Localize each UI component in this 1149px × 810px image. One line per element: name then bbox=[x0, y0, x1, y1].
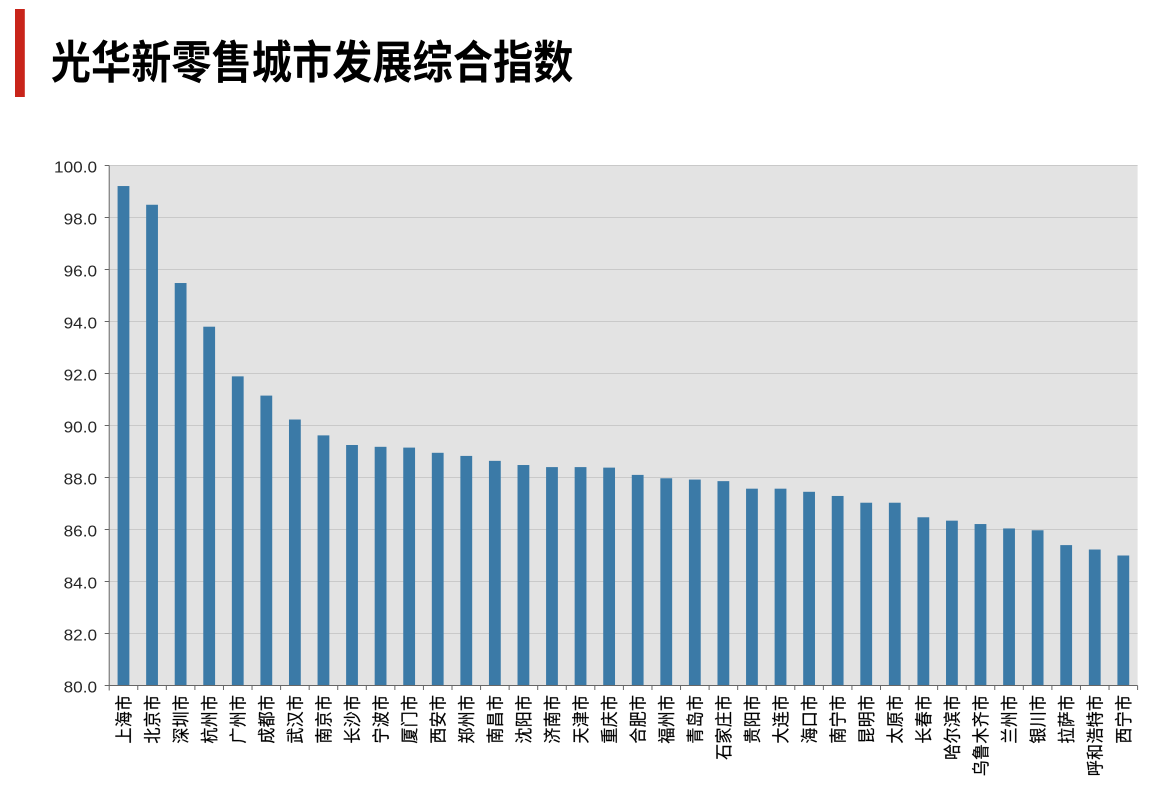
svg-text:94.0: 94.0 bbox=[64, 314, 97, 332]
svg-text:90.0: 90.0 bbox=[64, 418, 97, 436]
svg-text:86.0: 86.0 bbox=[64, 522, 97, 540]
svg-text:92.0: 92.0 bbox=[64, 366, 97, 384]
svg-text:100.0: 100.0 bbox=[54, 158, 97, 176]
svg-text:98.0: 98.0 bbox=[64, 210, 97, 228]
svg-text:80.0: 80.0 bbox=[64, 678, 97, 696]
svg-text:96.0: 96.0 bbox=[64, 262, 97, 280]
svg-text:82.0: 82.0 bbox=[64, 626, 97, 644]
svg-text:88.0: 88.0 bbox=[64, 470, 97, 488]
svg-text:84.0: 84.0 bbox=[64, 574, 97, 592]
